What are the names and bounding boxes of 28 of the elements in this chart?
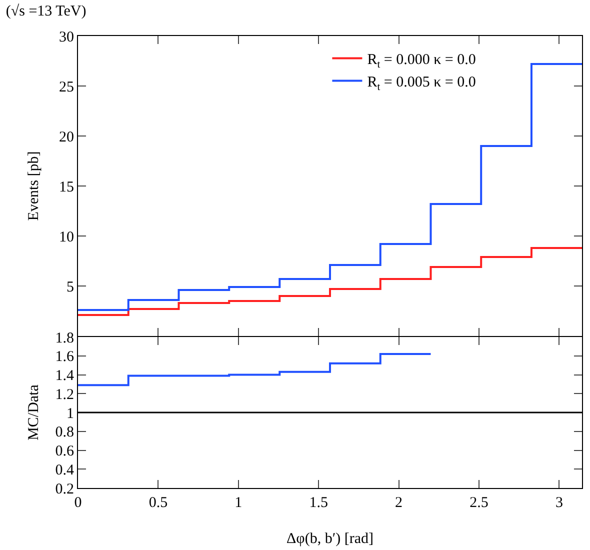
y-tick-label: 1.8: [55, 330, 74, 346]
y-tick-label: 15: [59, 179, 74, 196]
y-tick-label: 30: [59, 29, 74, 46]
legend-label: R$_{t}$ = 0.000 κ = 0.0: [367, 52, 476, 70]
y-tick-label: 5: [66, 279, 74, 296]
x-axis-title: Δφ(b, b′) [rad]: [286, 531, 374, 547]
x-tick-label: 2.5: [470, 495, 488, 511]
y-tick-label: 0.4: [55, 462, 74, 478]
x-tick-label: 1.5: [309, 495, 328, 511]
y-tick-label: 25: [59, 79, 74, 96]
x-tick-label: 0: [74, 495, 82, 511]
x-tick-label: 0.5: [148, 495, 168, 511]
y-axis-title: MC/Data: [26, 384, 42, 440]
legend-label: R$_{t}$ = 0.005 κ = 0.0: [367, 74, 476, 93]
x-tick-label: 1: [234, 495, 242, 511]
x-tick-label: 3: [555, 495, 563, 511]
y-tick-label: 0.8: [55, 424, 74, 441]
y-tick-label: 1.4: [55, 368, 74, 384]
x-tick-label: 2: [395, 495, 403, 511]
y-tick-label: 0.2: [55, 481, 74, 498]
chart-title: (√s =13 TeV): [6, 4, 86, 20]
y-tick-label: 10: [59, 229, 74, 246]
y-axis-title: Events [pb]: [26, 151, 42, 221]
y-tick-label: 0.6: [55, 444, 74, 460]
y-tick-label: 1.6: [55, 349, 74, 366]
y-tick-label: 20: [59, 129, 74, 146]
y-tick-label: 1: [66, 406, 74, 422]
y-tick-label: 1.2: [55, 386, 74, 403]
